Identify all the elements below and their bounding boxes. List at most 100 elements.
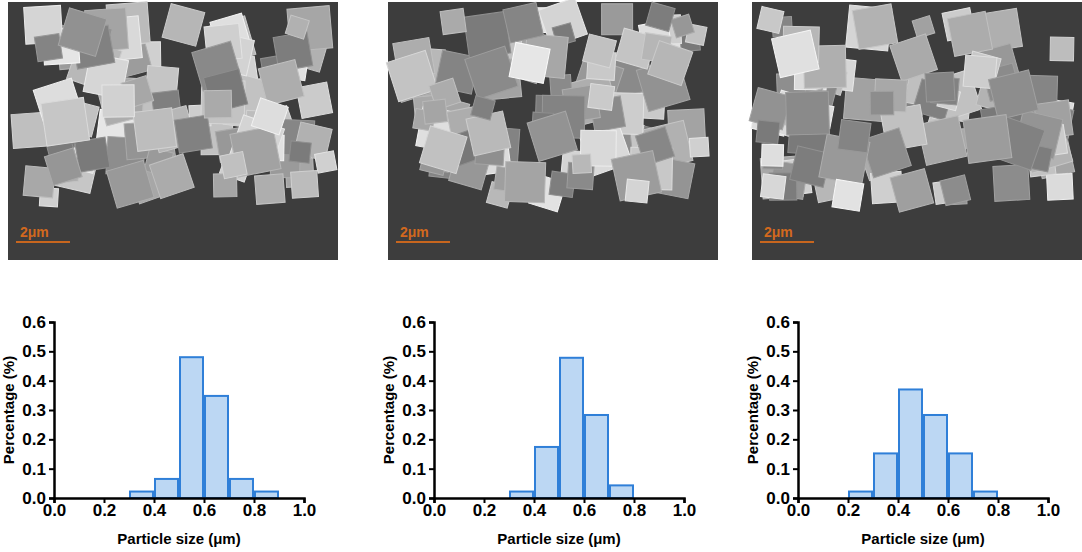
histogram-bar bbox=[255, 492, 278, 498]
particle bbox=[870, 91, 894, 115]
histogram-bar bbox=[949, 453, 972, 498]
y-axis: 0.00.10.20.30.40.50.6 bbox=[766, 313, 798, 508]
y-axis: 0.00.10.20.30.40.50.6 bbox=[22, 313, 54, 508]
x-tick-label: 0.4 bbox=[887, 501, 911, 520]
scale-bar bbox=[396, 241, 450, 243]
x-tick-label: 0.6 bbox=[937, 501, 961, 520]
y-tick-label: 0.6 bbox=[22, 313, 46, 332]
y-tick: 0.4 bbox=[22, 372, 54, 391]
x-tick: 0.2 bbox=[837, 498, 861, 520]
y-tick-mark bbox=[49, 498, 54, 500]
y-tick-label: 0.5 bbox=[22, 342, 46, 361]
particle bbox=[786, 91, 830, 135]
particle bbox=[689, 137, 709, 157]
particle bbox=[890, 169, 934, 213]
x-tick: 0.6 bbox=[193, 498, 217, 520]
x-tick: 0.8 bbox=[987, 498, 1011, 520]
x-tick: 1.0 bbox=[1037, 498, 1061, 520]
y-tick-mark bbox=[793, 439, 798, 441]
particles bbox=[386, 0, 709, 212]
x-tick-label: 0.4 bbox=[143, 501, 167, 520]
x-tick: 0.6 bbox=[573, 498, 597, 520]
y-tick-label: 0.4 bbox=[22, 372, 46, 391]
x-tick: 0.4 bbox=[523, 498, 547, 520]
histogram-bar bbox=[560, 358, 583, 498]
y-tick-label: 0.5 bbox=[402, 342, 426, 361]
particle bbox=[572, 154, 591, 173]
y-axis-title: Percentage (%) bbox=[0, 356, 17, 464]
histogram-bar bbox=[155, 479, 178, 498]
y-tick: 0.4 bbox=[402, 372, 434, 391]
x-axis: 0.00.20.40.60.81.0 bbox=[787, 498, 1061, 520]
particle bbox=[255, 174, 286, 205]
y-tick-mark bbox=[49, 351, 54, 353]
scale-bar bbox=[760, 241, 814, 243]
particle bbox=[671, 14, 695, 38]
x-axis-title: Particle size (μm) bbox=[497, 530, 620, 547]
particle bbox=[646, 2, 676, 32]
y-tick-mark bbox=[429, 322, 434, 324]
y-tick-mark bbox=[49, 439, 54, 441]
histogram-bar bbox=[874, 453, 897, 498]
x-tick-label: 1.0 bbox=[293, 501, 317, 520]
y-tick: 0.3 bbox=[402, 401, 434, 420]
y-tick-mark bbox=[793, 351, 798, 353]
y-tick-mark bbox=[49, 380, 54, 382]
particle bbox=[757, 6, 784, 33]
particle bbox=[58, 8, 107, 57]
particle bbox=[947, 11, 992, 56]
particle bbox=[772, 30, 820, 78]
y-tick-label: 0.0 bbox=[766, 489, 790, 508]
x-tick-label: 1.0 bbox=[1037, 501, 1061, 520]
particle bbox=[509, 42, 550, 83]
image-background bbox=[8, 2, 338, 260]
x-axis: 0.0 0.2 0.4 0.6 0.8 1.0 bbox=[423, 498, 697, 520]
y-tick-label: 0.5 bbox=[766, 342, 790, 361]
image-background bbox=[752, 2, 1082, 260]
x-tick-label: 0.0 bbox=[423, 501, 447, 520]
y-tick: 0.0 bbox=[22, 489, 54, 508]
particle bbox=[838, 119, 871, 152]
particle bbox=[386, 50, 437, 101]
particle bbox=[1047, 174, 1074, 201]
y-tick-label: 0.2 bbox=[402, 430, 426, 449]
x-tick-label: 0.0 bbox=[43, 501, 67, 520]
x-axis-title: Particle size (μm) bbox=[117, 530, 240, 547]
y-axis-line bbox=[49, 323, 55, 499]
x-tick: 0.4 bbox=[143, 498, 167, 520]
x-tick: 0.2 bbox=[473, 498, 497, 520]
particle bbox=[162, 4, 205, 47]
histogram-bar bbox=[180, 357, 203, 498]
y-tick: 0.6 bbox=[766, 313, 798, 332]
x-tick-label: 0.8 bbox=[987, 501, 1011, 520]
x-tick: 1.0 bbox=[673, 498, 697, 520]
x-tick: 1.0 bbox=[293, 498, 317, 520]
x-tick-label: 0.8 bbox=[623, 501, 647, 520]
y-tick: 0.2 bbox=[766, 430, 798, 449]
particle bbox=[852, 4, 897, 49]
y-tick-mark bbox=[49, 468, 54, 470]
histogram-panel: 0.00.20.40.60.81.00.00.10.20.30.40.50.6P… bbox=[380, 313, 696, 547]
x-tick-label: 0.6 bbox=[193, 501, 217, 520]
histogram-bar bbox=[585, 415, 608, 498]
scale-bar bbox=[16, 241, 70, 243]
figure: 2μm2μm2μm0.00.20.40.60.81.00.00.10.20.30… bbox=[0, 0, 1082, 552]
particles bbox=[749, 4, 1075, 212]
particle bbox=[204, 90, 232, 118]
y-tick-mark bbox=[793, 498, 798, 500]
particle bbox=[289, 141, 311, 163]
y-tick: 0.5 bbox=[766, 342, 798, 361]
y-tick: 0.3 bbox=[22, 401, 54, 420]
x-tick-label: 0.6 bbox=[573, 501, 597, 520]
particle bbox=[285, 15, 309, 39]
particle bbox=[41, 97, 90, 146]
particle bbox=[625, 179, 649, 203]
y-tick: 0.0 bbox=[402, 489, 434, 508]
particle bbox=[251, 98, 288, 135]
x-tick-label: 0.8 bbox=[243, 501, 267, 520]
y-tick-mark bbox=[49, 322, 54, 324]
particle bbox=[440, 8, 466, 34]
histogram-bar bbox=[924, 415, 947, 498]
sem-image: 2μm bbox=[8, 2, 338, 260]
y-axis-title: Percentage (%) bbox=[744, 356, 761, 464]
